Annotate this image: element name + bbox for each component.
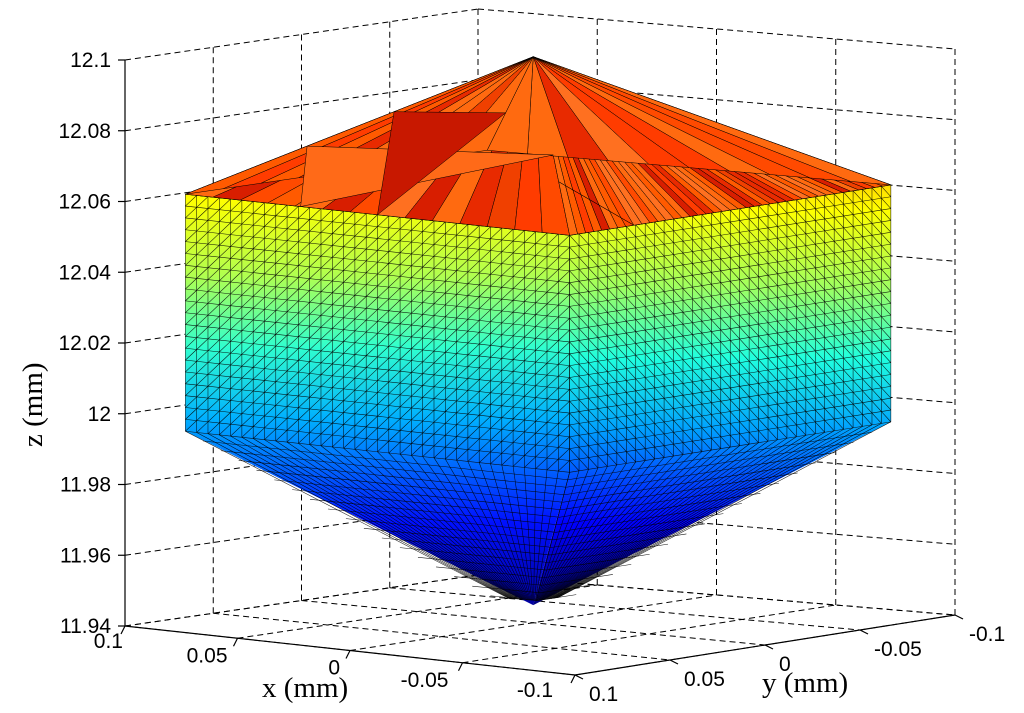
y-tick-mark <box>574 674 584 680</box>
surface-mesh-lines <box>185 184 892 602</box>
y-tick-mark <box>669 659 679 665</box>
x-axis-label: x (mm) <box>262 672 348 704</box>
surface-top-facets <box>185 56 891 236</box>
z-tick-label: 11.98 <box>60 474 111 497</box>
tick-labels: 12.1 12.08 12.06 12.04 12.02 12 11.98 11.96 11.9… <box>58 49 1005 706</box>
x-tick-mark <box>570 674 576 684</box>
y-axis-label: y (mm) <box>762 667 848 699</box>
surface-mesh <box>185 56 892 606</box>
x-tick-mark <box>120 625 126 635</box>
x-tick-label: 0 <box>328 657 340 680</box>
y-tick-mark <box>954 614 964 620</box>
floor-grid-line <box>301 600 766 646</box>
y-tick-label: 0.1 <box>589 683 618 706</box>
y-tick-mark <box>859 629 869 635</box>
x-tick-label: 0.05 <box>187 644 228 667</box>
z-tick-label: 12.04 <box>58 261 111 284</box>
axes-frame <box>118 59 964 684</box>
x-tick-label: -0.1 <box>517 679 553 702</box>
x-tick-label: -0.05 <box>401 669 449 692</box>
z-tick-label: 11.94 <box>60 615 111 638</box>
y-tick-label: 0.05 <box>684 668 725 691</box>
surface-face-lower-right <box>533 421 891 606</box>
y-tick-label: -0.05 <box>874 638 922 661</box>
z-tick-label: 12.1 <box>70 49 111 72</box>
z-tick-label: 12.06 <box>58 191 111 214</box>
floor-grid-line <box>389 587 861 631</box>
z-tick-label: 11.96 <box>60 544 111 567</box>
floor-grid-line <box>462 604 836 664</box>
z-tick-label: 12.08 <box>58 120 111 143</box>
y-tick-label: 0 <box>779 653 791 676</box>
z-axis-label: z (mm) <box>17 362 49 447</box>
x-tick-mark <box>232 637 239 647</box>
floor-grid-line <box>213 612 671 661</box>
y-tick-mark <box>764 644 774 650</box>
x-tick-mark <box>345 650 351 659</box>
z-tick-label: 12.02 <box>58 332 111 355</box>
x-tick-label: 0.1 <box>94 630 123 653</box>
y-tick-label: -0.1 <box>969 623 1005 646</box>
x-tick-mark <box>457 662 464 672</box>
z-tick-label: 12 <box>88 403 111 426</box>
